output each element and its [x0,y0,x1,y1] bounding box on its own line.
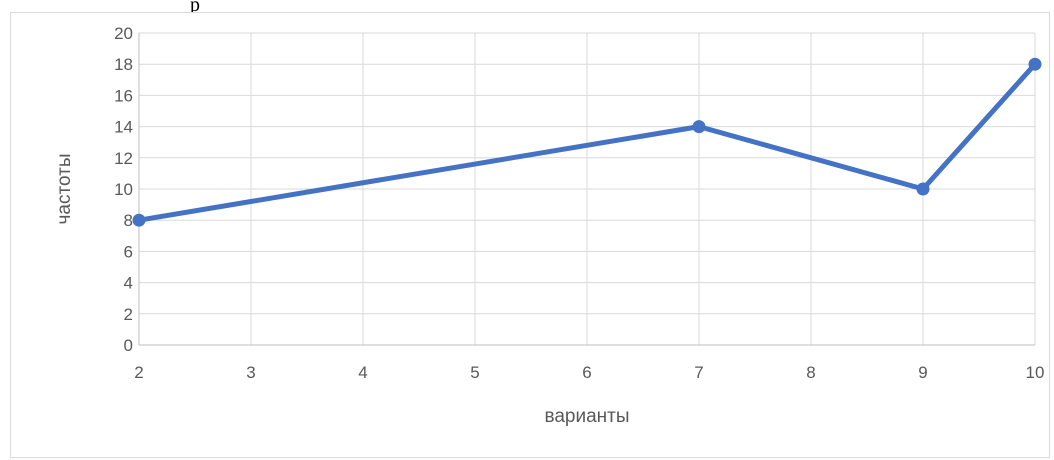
x-tick-label: 7 [694,363,703,382]
x-tick-labels: 2 3 4 5 6 7 8 9 10 [134,363,1044,382]
x-tick-label: 3 [246,363,255,382]
y-tick-label: 16 [114,86,133,105]
data-point-marker [132,213,146,227]
y-tick-label: 10 [114,180,133,199]
y-tick-label: 2 [124,305,133,324]
x-tick-label: 4 [358,363,367,382]
x-tick-label: 10 [1026,363,1045,382]
series [132,57,1042,227]
y-tick-labels: 0 2 4 6 8 10 12 14 16 18 20 [114,24,133,355]
y-tick-label: 4 [124,274,133,293]
chart-frame [10,12,1050,458]
y-tick-label: 14 [114,118,133,137]
y-tick-label: 20 [114,24,133,43]
series-line [136,61,1038,223]
x-tick-label: 5 [470,363,479,382]
y-axis-title: частоты [54,154,75,225]
data-point-marker [692,120,706,134]
x-tick-label: 9 [918,363,927,382]
data-point-marker [1028,57,1042,71]
x-axis-title: варианты [544,406,629,427]
y-tick-label: 0 [124,336,133,355]
y-tick-label: 12 [114,149,133,168]
data-point-marker [916,182,930,196]
x-tick-label: 6 [582,363,591,382]
gridlines [139,32,1036,345]
y-tick-label: 6 [124,242,133,261]
y-tick-label: 8 [124,211,133,230]
x-tick-label: 2 [134,363,143,382]
y-tick-label: 18 [114,55,133,74]
page-text-fragment: р [190,0,200,16]
axes [138,33,1035,346]
x-tick-label: 8 [806,363,815,382]
